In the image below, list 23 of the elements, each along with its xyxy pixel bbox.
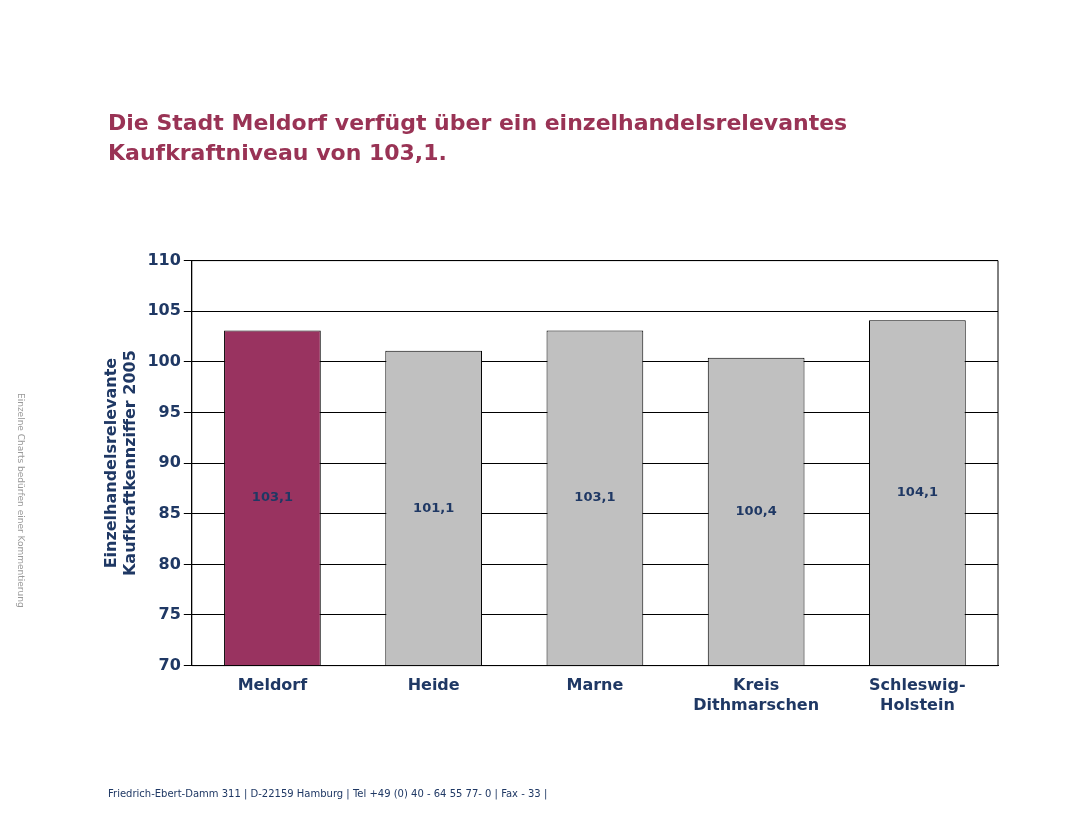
x-tick-label: Schleswig-Holstein: [869, 675, 966, 714]
y-tick-label: 85: [158, 502, 181, 522]
y-axis-title: Einzelhandelsrelevante Kaufkraftkennziffer 2005: [100, 350, 139, 577]
x-tick-label: Marne: [566, 675, 624, 695]
y-tick-label: 95: [158, 401, 181, 421]
x-tick-label: Meldorf: [237, 675, 309, 695]
y-tick-label: 105: [147, 300, 181, 320]
y-tick-label: 80: [158, 553, 181, 573]
y-tick-label: 100: [147, 351, 181, 371]
y-tick-label: 110: [147, 249, 181, 269]
data-label: 103,1: [574, 489, 616, 505]
y-tick-label: 70: [158, 654, 181, 674]
text: Einzelne Charts bedürfen einer Kommentierung: [15, 393, 26, 610]
chart-title: Die Stadt Meldorf verfügt über ein einzelhandelsrelevantes Kaufkraftniveau von 103,1.: [108, 109, 849, 167]
data-label: 101,1: [413, 499, 455, 515]
text: Friedrich-Ebert-Damm 311 | D-22159 Hamburg | Tel +49 (0) 40 - 64 55 77- 0 | Fax - 33 |: [108, 788, 548, 799]
data-label: 104,1: [896, 484, 938, 500]
y-tick-label: 75: [158, 604, 181, 624]
y-tick-label: 90: [158, 452, 181, 472]
data-label: 100,4: [735, 503, 777, 519]
x-tick-label: Heide: [407, 675, 460, 695]
x-tick-label: Kreis Dithmarschen: [693, 675, 820, 714]
data-label: 103,1: [251, 489, 293, 505]
